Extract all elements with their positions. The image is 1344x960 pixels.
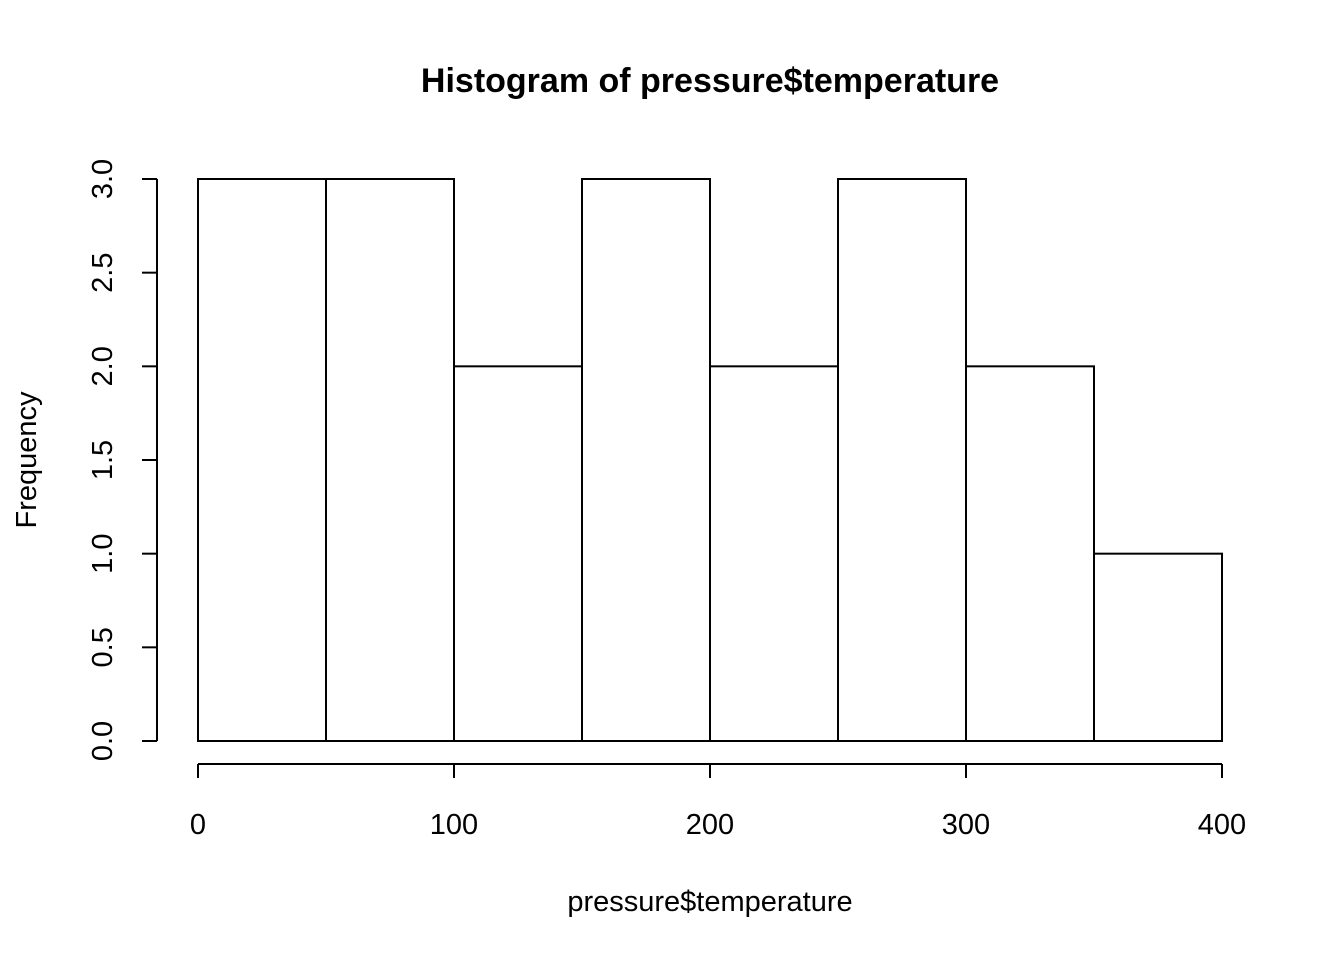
x-axis: 0 100 200 300 400 <box>190 763 1246 841</box>
x-tick-label: 200 <box>686 809 734 841</box>
x-tick-label: 400 <box>1198 809 1246 841</box>
histogram-bar-6 <box>965 365 1095 742</box>
y-axis: 0.0 0.5 1.0 1.5 2.0 2.5 3.0 <box>87 159 158 761</box>
y-tick-label: 3.0 <box>87 159 119 199</box>
y-tick-label: 2.5 <box>87 253 119 293</box>
histogram-bar-4 <box>709 365 839 742</box>
bars-layer <box>197 178 1223 743</box>
y-tick-label: 0.0 <box>87 721 119 761</box>
histogram-bar-7 <box>1093 552 1223 743</box>
histogram-bar-2 <box>453 365 583 742</box>
x-tick-label: 300 <box>942 809 990 841</box>
y-tick-label: 0.5 <box>87 627 119 667</box>
histogram-bar-3 <box>581 178 711 742</box>
y-tick-label: 1.5 <box>87 440 119 480</box>
histogram-bar-1 <box>325 178 455 742</box>
y-axis-label: Frequency <box>11 391 43 529</box>
histogram-bar-5 <box>837 178 967 742</box>
chart-title: Histogram of pressure$temperature <box>421 62 999 100</box>
y-tick-label: 1.0 <box>87 534 119 574</box>
x-axis-label: pressure$temperature <box>567 886 852 918</box>
x-tick-label: 100 <box>430 809 478 841</box>
x-tick-label: 0 <box>190 809 206 841</box>
y-tick-label: 2.0 <box>87 346 119 386</box>
histogram-bar-0 <box>197 178 327 742</box>
